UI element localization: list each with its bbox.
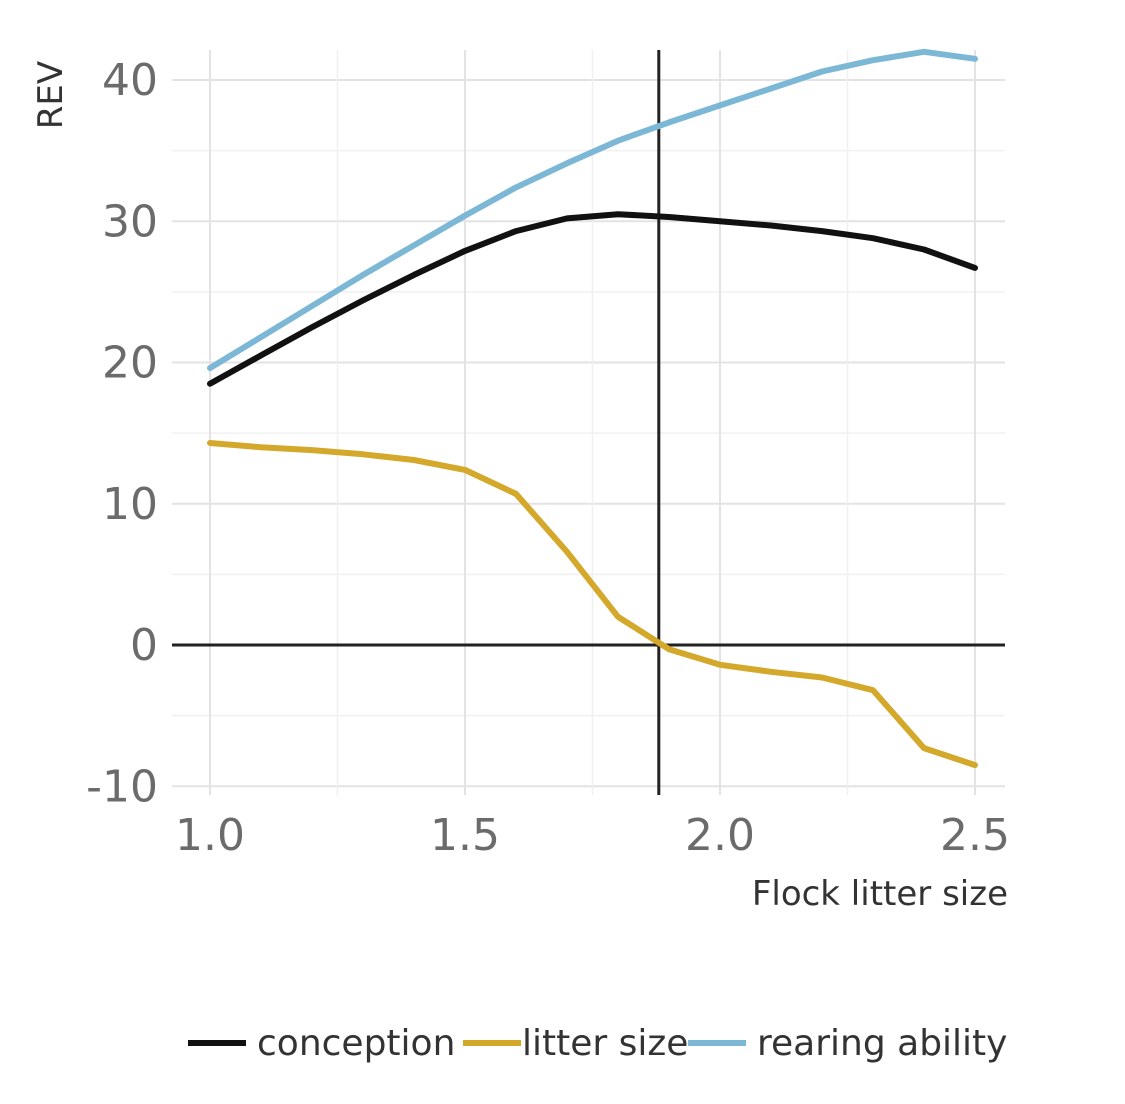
legend-label: conception — [257, 1023, 455, 1064]
x-tick-label: 1.5 — [430, 810, 500, 861]
series-lines — [207, 48, 978, 769]
x-tick-label: 1.0 — [175, 810, 245, 861]
x-axis-title: Flock litter size — [752, 874, 1008, 914]
series-line-litter-size — [207, 440, 978, 769]
series-line-conception — [207, 211, 978, 387]
legend-label: litter size — [522, 1023, 688, 1064]
grid — [172, 50, 1005, 795]
legend: conception litter size rearing ability — [188, 1023, 1007, 1064]
y-tick-label: 20 — [102, 338, 158, 389]
y-tick-label: 0 — [130, 620, 158, 671]
y-tick-label: 30 — [102, 196, 158, 247]
legend-label: rearing ability — [757, 1023, 1007, 1064]
y-tick-label: -10 — [86, 761, 158, 812]
axis-labels: -10 0 10 20 30 40 1.0 1.5 2.0 2.5 — [86, 55, 1010, 861]
y-axis-title: REV — [31, 61, 71, 129]
reference-lines — [172, 50, 1005, 795]
x-tick-label: 2.0 — [685, 810, 755, 861]
x-tick-label: 2.5 — [940, 810, 1010, 861]
y-tick-label: 10 — [102, 479, 158, 530]
series-line-rearing-ability — [207, 48, 978, 372]
y-tick-label: 40 — [102, 55, 158, 106]
